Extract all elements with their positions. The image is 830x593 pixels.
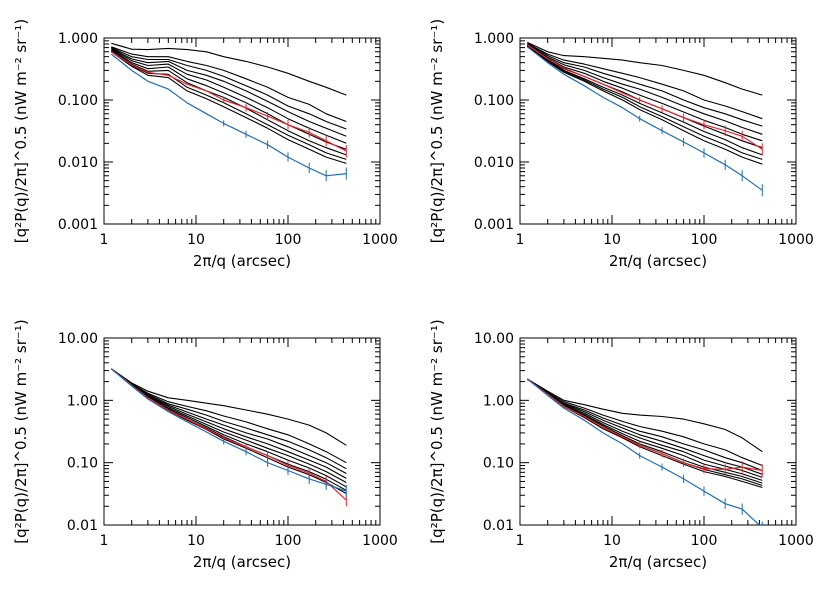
y-tick-label: 0.001: [58, 217, 98, 233]
black-curve-1: [110, 368, 347, 446]
curves: [110, 42, 347, 182]
x-tick-label: 100: [691, 533, 718, 549]
y-axis-title: [q²P(q)/2π]^0.5 (nW m⁻² sr⁻¹): [428, 319, 446, 543]
y-tick-label: 1.00: [67, 393, 98, 409]
y-tick-label: 10.00: [474, 331, 514, 347]
x-axis-title: 2π/q (arcsec): [609, 553, 707, 571]
y-tick-label: 1.000: [474, 31, 514, 47]
plot-frame: [519, 37, 797, 225]
x-tick-label: 10: [187, 232, 205, 248]
black-curve-4: [110, 368, 347, 474]
x-tick-label: 100: [275, 232, 302, 248]
black-curve-2: [527, 42, 763, 120]
black-curve-3: [111, 47, 347, 130]
chart-panel-1: 1 10 100 1000 0.001 0.010 0.100 1.000 2π/q (arcs…: [12, 19, 398, 270]
x-tick-label: 1000: [778, 533, 814, 549]
x-tick-label: 1: [100, 533, 109, 549]
plot-frame: [103, 37, 381, 225]
x-tick-label: 1000: [362, 533, 398, 549]
black-curve-4: [526, 378, 763, 475]
curves: [110, 368, 347, 507]
y-axis-title: [q²P(q)/2π]^0.5 (nW m⁻² sr⁻¹): [428, 19, 446, 243]
chart-panel-3: 1 10 100 1000 0.01 0.10 1.00 10.00 2π/q (arcsec)…: [12, 319, 398, 571]
black-curve-7: [111, 50, 347, 156]
plot-frame: [519, 337, 797, 526]
x-axis-title: 2π/q (arcsec): [609, 252, 707, 270]
black-curve-1: [527, 41, 763, 96]
y-tick-label: 0.01: [67, 518, 98, 534]
y-tick-label: 10.00: [58, 331, 98, 347]
y-tick-label: 0.001: [474, 217, 514, 233]
black-curve-9: [526, 46, 763, 165]
black-curve-5: [111, 48, 347, 144]
chart-panel-2: 1 10 100 1000 0.001 0.010 0.100 1.000 2π/q (arcs…: [428, 19, 814, 270]
black-curve-4: [111, 47, 347, 137]
x-axis-title: 2π/q (arcsec): [193, 252, 291, 270]
x-axis-title: 2π/q (arcsec): [193, 553, 291, 571]
y-tick-label: 1.00: [483, 393, 514, 409]
black-curve-2: [111, 46, 347, 123]
black-curve-2: [110, 368, 347, 464]
x-tick-label: 1: [100, 232, 109, 248]
black-curve-7: [526, 45, 763, 156]
chart-panel-4: 1 10 100 1000 0.01 0.10 1.00 10.00 2π/q (arcsec)…: [428, 319, 814, 571]
black-curve-7: [526, 378, 763, 484]
y-tick-label: 0.10: [483, 456, 514, 472]
x-tick-label: 1: [516, 232, 525, 248]
x-tick-label: 1000: [362, 232, 398, 248]
y-tick-label: 0.100: [474, 93, 514, 109]
y-tick-label: 0.01: [483, 518, 514, 534]
y-tick-label: 0.010: [474, 155, 514, 171]
y-tick-label: 1.000: [58, 31, 98, 47]
black-curve-3: [526, 378, 763, 472]
y-axis-title: [q²P(q)/2π]^0.5 (nW m⁻² sr⁻¹): [12, 319, 30, 543]
black-curve-9: [110, 51, 347, 164]
curves: [526, 41, 763, 197]
black-curve-7: [110, 368, 347, 488]
curves: [526, 378, 763, 525]
x-tick-label: 1: [516, 533, 525, 549]
y-tick-label: 0.10: [67, 456, 98, 472]
black-curve-6: [526, 378, 763, 481]
y-tick-label: 0.100: [58, 93, 98, 109]
black-curve-5: [110, 368, 347, 479]
black-curve-8: [526, 45, 763, 160]
black-curve-9: [526, 378, 763, 489]
x-tick-label: 100: [691, 232, 718, 248]
x-tick-label: 1000: [778, 232, 814, 248]
red-curve: [526, 378, 763, 472]
x-tick-label: 100: [275, 533, 302, 549]
y-tick-label: 0.010: [58, 155, 98, 171]
black-curve-3: [110, 368, 347, 470]
black-curve-3: [527, 43, 763, 127]
black-curve-2: [527, 378, 763, 467]
x-tick-label: 10: [603, 533, 621, 549]
red-curve: [110, 51, 347, 152]
y-axis-title: [q²P(q)/2π]^0.5 (nW m⁻² sr⁻¹): [12, 19, 30, 243]
plot-frame: [103, 337, 381, 526]
black-curve-8: [110, 368, 347, 491]
black-curve-1: [111, 42, 347, 96]
x-tick-label: 10: [603, 232, 621, 248]
red-curve: [110, 368, 347, 501]
x-tick-label: 10: [187, 533, 205, 549]
black-curve-4: [527, 44, 763, 135]
black-curve-1: [527, 378, 763, 453]
